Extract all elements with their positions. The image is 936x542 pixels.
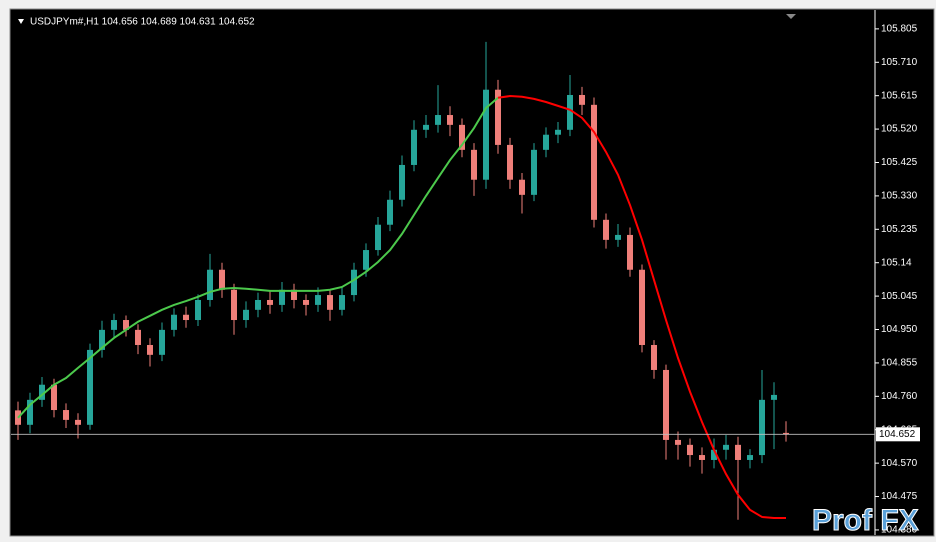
y-tick-label: 105.520 xyxy=(881,124,918,135)
moving-average xyxy=(497,95,786,519)
y-tick-label: 105.14 xyxy=(881,257,912,268)
y-tick-label: 105.710 xyxy=(881,57,918,68)
candle-body xyxy=(435,115,441,125)
candle-body xyxy=(135,329,141,345)
candle-body xyxy=(315,295,321,305)
candle-body xyxy=(507,144,513,180)
candle-body xyxy=(627,234,633,270)
candle-body xyxy=(699,455,705,460)
candle-body xyxy=(75,419,81,425)
candle-body xyxy=(339,295,345,310)
candle-body xyxy=(615,234,621,240)
candle-body xyxy=(87,349,93,425)
candle-body xyxy=(735,444,741,460)
candle-body xyxy=(567,94,573,130)
y-tick-label: 105.235 xyxy=(881,224,918,235)
candle-body xyxy=(99,329,105,350)
candle-body xyxy=(147,344,153,355)
moving-average xyxy=(17,97,499,419)
y-tick-label: 104.950 xyxy=(881,324,918,335)
candle-body xyxy=(783,432,789,435)
candle-body xyxy=(123,320,129,330)
candle-body xyxy=(411,129,417,165)
candle-body xyxy=(543,134,549,150)
last-price-box xyxy=(876,427,920,442)
candle-body xyxy=(207,269,213,300)
candle-body xyxy=(423,124,429,130)
candle-body xyxy=(111,320,117,330)
candle-body xyxy=(579,94,585,105)
candle-body xyxy=(387,199,393,225)
watermark: Prof FX xyxy=(812,504,919,537)
candle-body xyxy=(639,269,645,345)
chart-background xyxy=(9,8,935,537)
last-price-label: 104.652 xyxy=(879,429,916,440)
candle-body xyxy=(351,269,357,296)
candle-body xyxy=(603,219,609,240)
candle-body xyxy=(63,410,69,420)
candle-body xyxy=(519,179,525,195)
candle-body xyxy=(195,299,201,321)
candle-body xyxy=(231,289,237,321)
chart-title: USDJPYm#,H1 104.656 104.689 104.631 104.… xyxy=(30,17,255,28)
candle-body xyxy=(459,124,465,150)
candle-body xyxy=(39,384,45,400)
candle-body xyxy=(243,309,249,321)
candle-body xyxy=(483,89,489,180)
candle-body xyxy=(495,89,501,145)
candle-body xyxy=(591,104,597,220)
candle-body xyxy=(747,455,753,460)
candle-body xyxy=(555,129,561,135)
candle-body xyxy=(159,329,165,355)
candle-body xyxy=(27,399,33,425)
candle-body xyxy=(363,250,369,270)
candle-body xyxy=(171,314,177,330)
candle-body xyxy=(219,269,225,290)
y-tick-label: 105.045 xyxy=(881,291,918,302)
shift-marker xyxy=(786,14,796,19)
candle-body xyxy=(531,149,537,195)
y-tick-label: 105.615 xyxy=(881,90,918,101)
candle-body xyxy=(687,444,693,456)
candle-body xyxy=(723,444,729,450)
y-tick-label: 104.380 xyxy=(881,525,918,536)
candle-body xyxy=(711,449,717,460)
y-tick-label: 104.855 xyxy=(881,358,918,369)
candle-body xyxy=(651,344,657,370)
candle-body xyxy=(267,299,273,305)
menu-arrow[interactable] xyxy=(18,19,24,24)
candle-body xyxy=(759,399,765,456)
candle-body xyxy=(291,289,297,300)
y-tick-label: 105.425 xyxy=(881,157,918,168)
candle-body xyxy=(279,289,285,305)
candle-body xyxy=(399,164,405,200)
candle-body xyxy=(375,224,381,251)
candle-body xyxy=(471,149,477,180)
candle-body xyxy=(675,439,681,445)
y-tick-label: 104.570 xyxy=(881,458,918,469)
candle-body xyxy=(303,299,309,305)
candle-body xyxy=(327,295,333,310)
candle-body xyxy=(447,115,453,125)
y-tick-label: 105.330 xyxy=(881,191,918,202)
candle-body xyxy=(255,299,261,310)
y-tick-label: 104.760 xyxy=(881,391,918,402)
candle-body xyxy=(51,384,57,411)
y-tick-label: 104.475 xyxy=(881,491,918,502)
candle-body xyxy=(663,369,669,440)
y-tick-label: 105.805 xyxy=(881,24,918,35)
candle-body xyxy=(183,314,189,321)
candle-body xyxy=(771,394,777,400)
